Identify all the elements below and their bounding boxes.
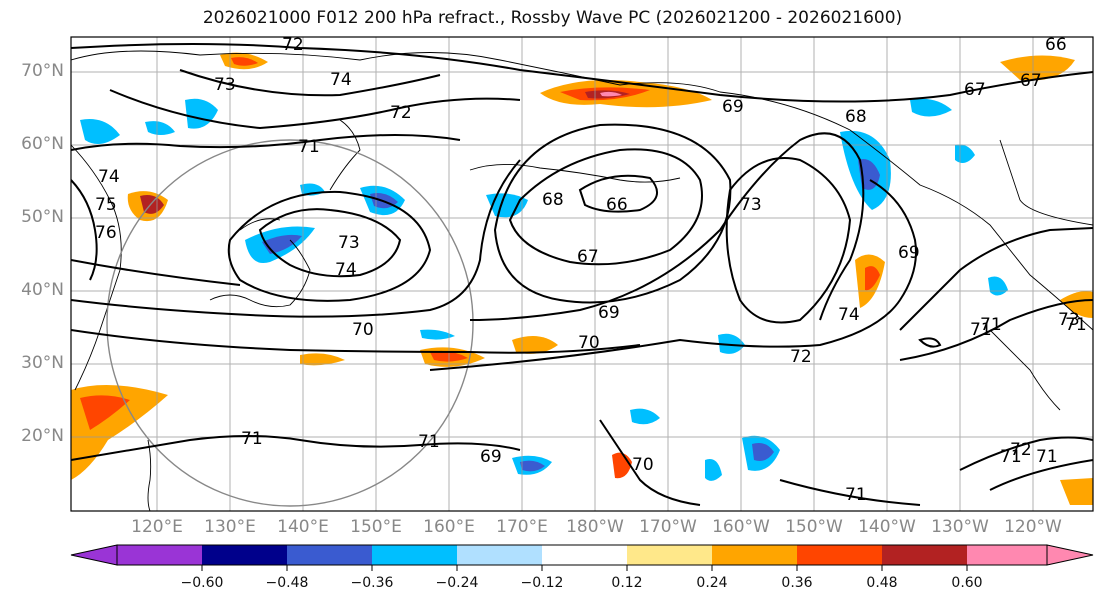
lon-label: 140°E [277,517,329,537]
contour-label: 76 [95,223,117,243]
contour-label: 74 [98,167,120,187]
colorbar-cell [202,545,287,565]
colorbar-cell [627,545,712,565]
colorbar-cell [967,545,1047,565]
contour-label: 75 [95,195,117,215]
lon-label: 150°E [350,517,402,537]
lat-label: 50°N [21,207,64,227]
colorbar-tick-label: −0.36 [350,575,394,591]
contour-label: 73 [1058,310,1080,330]
lat-label: 40°N [21,280,64,300]
lat-label: 30°N [21,353,64,373]
contour-label: 71 [980,315,1002,335]
contour-label: 72 [390,103,412,123]
contour-label: 72 [1010,440,1032,460]
contour-labels: 73 74 72 71 74 75 76 73 74 70 71 68 66 6… [95,35,1087,505]
colorbar-tick-label: −0.12 [520,575,564,591]
contour-label: 67 [1020,71,1042,91]
colorbar-tick-label: 0.48 [866,575,898,591]
colorbar-tick-label: 0.12 [611,575,643,591]
contour-label: 73 [338,233,360,253]
map-frame [70,36,1094,512]
contour-label: 69 [598,303,620,323]
contour-label: 74 [838,305,860,325]
reference-circle [106,139,474,507]
contour-label: 66 [606,195,628,215]
contour-label: 73 [740,195,762,215]
contour-label: 72 [790,347,812,367]
colorbar-cell [797,545,882,565]
lon-label: 150°W [785,517,843,537]
lon-label: 180°W [566,517,624,537]
lat-label: 70°N [21,61,64,81]
contour-label: 67 [964,80,986,100]
contour-label: 69 [480,447,502,467]
lat-label: 20°N [21,426,64,446]
contour-label: 67 [577,247,599,267]
colorbar-cell [712,545,797,565]
coastlines [71,50,1093,511]
contour-label: 68 [845,107,867,127]
contour-label: 71 [298,137,320,157]
lon-label: 130°W [931,517,989,537]
colorbar-tick-label: 0.60 [951,575,983,591]
contour-label: 71 [1036,447,1058,467]
colorbar-tick-label: −0.24 [435,575,479,591]
colorbar-cell [542,545,627,565]
colorbar-cell [372,545,457,565]
contour-label: 71 [845,485,867,505]
colorbar-extend-high [1046,544,1094,566]
contour-label: 68 [542,190,564,210]
colorbar-cell [287,545,372,565]
contour-label: 69 [722,97,744,117]
map-background [71,37,1093,511]
contour-label: 70 [632,455,654,475]
lon-label: 140°W [858,517,916,537]
contour-label: 72 [282,35,304,55]
lon-label: 120°E [131,517,183,537]
contour-label: 71 [1000,447,1022,467]
contour-label: 70 [352,320,374,340]
contour-label: 73 [214,75,236,95]
colorbar-tick-label: 0.24 [696,575,728,591]
graticule [71,37,1093,511]
lon-label: 170°W [639,517,697,537]
contour-label: 74 [335,260,357,280]
colorbar-tick-label: −0.48 [265,575,309,591]
contour-label: 70 [578,333,600,353]
colorbar-cell [117,545,202,565]
lon-label: 170°E [496,517,548,537]
shaded-anomalies [71,52,1093,505]
contour-label: 69 [898,243,920,263]
map-title: 2026021000 F012 200 hPa refract., Rossby… [202,8,903,28]
contour-lines [71,43,1093,506]
colorbar-tick-label: 0.36 [781,575,813,591]
contour-label: 71 [970,320,992,340]
colorbar-cell [457,545,542,565]
contour-label: 71 [241,429,263,449]
colorbar-cell [882,545,967,565]
contour-label: 71 [418,432,440,452]
colorbar [70,544,1094,571]
lon-label: 130°E [204,517,256,537]
contour-label: 74 [330,70,352,90]
lon-label: 160°E [423,517,475,537]
contour-label: 66 [1045,35,1067,55]
lon-label: 120°W [1004,517,1062,537]
colorbar-extend-low [70,544,118,566]
lat-label: 60°N [21,134,64,154]
colorbar-tick-label: −0.60 [180,575,224,591]
contour-label: 71 [1065,315,1087,335]
lon-label: 160°W [712,517,770,537]
